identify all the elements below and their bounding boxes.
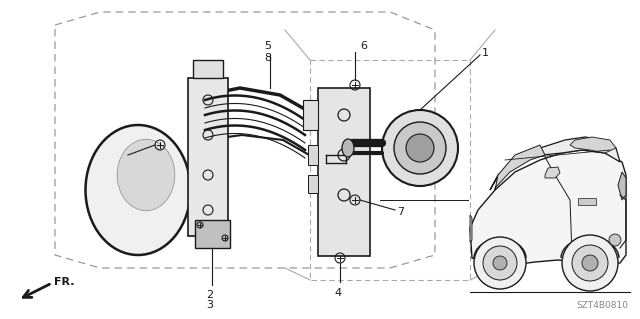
Bar — [308, 145, 318, 165]
Text: SZT4B0810: SZT4B0810 — [576, 301, 628, 310]
Bar — [193, 60, 223, 78]
Circle shape — [382, 110, 458, 186]
Polygon shape — [618, 172, 626, 200]
Circle shape — [582, 255, 598, 271]
Text: 4: 4 — [335, 288, 342, 298]
Polygon shape — [545, 167, 560, 178]
Ellipse shape — [342, 139, 354, 157]
Circle shape — [406, 134, 434, 162]
Circle shape — [572, 245, 608, 281]
Text: 7: 7 — [397, 207, 404, 217]
Text: 8: 8 — [264, 53, 271, 63]
Text: 2: 2 — [207, 290, 214, 300]
Ellipse shape — [117, 139, 175, 211]
Circle shape — [394, 122, 446, 174]
Bar — [310, 60, 470, 280]
Polygon shape — [490, 137, 620, 190]
Circle shape — [474, 237, 526, 289]
Text: 3: 3 — [207, 300, 214, 310]
Polygon shape — [470, 215, 472, 242]
Text: 1: 1 — [482, 48, 489, 58]
Bar — [303, 100, 318, 130]
Bar — [188, 78, 228, 236]
Bar — [318, 88, 370, 256]
Text: 6: 6 — [360, 41, 367, 51]
Circle shape — [493, 256, 507, 270]
Text: 7: 7 — [115, 153, 122, 163]
Circle shape — [483, 246, 517, 280]
Polygon shape — [570, 137, 616, 153]
Ellipse shape — [86, 125, 191, 255]
Bar — [578, 198, 596, 205]
Text: FR.: FR. — [54, 277, 74, 287]
Text: 5: 5 — [264, 41, 271, 51]
Bar — [195, 220, 230, 248]
Bar — [308, 175, 318, 193]
Polygon shape — [495, 145, 545, 190]
Circle shape — [562, 235, 618, 291]
Circle shape — [609, 234, 621, 246]
Polygon shape — [470, 150, 626, 265]
